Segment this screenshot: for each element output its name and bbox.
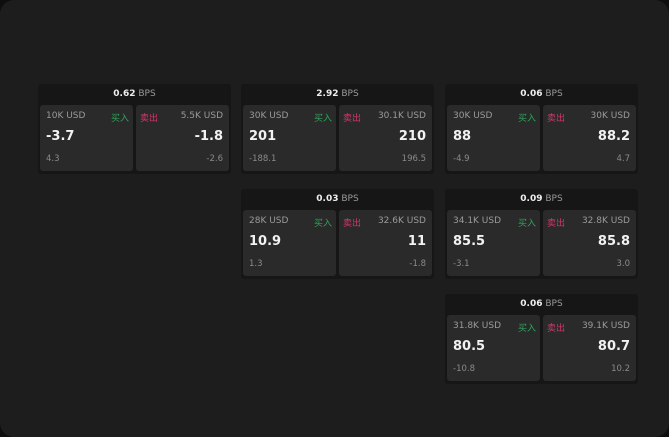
spread-unit: BPS	[545, 89, 563, 99]
sell-size: 32.6K USD	[377, 216, 426, 226]
sell-price: 210	[398, 129, 426, 144]
spread-value: 2.92	[316, 89, 339, 99]
sell-change: 196.5	[401, 154, 426, 164]
buy-price: 80.5	[453, 339, 486, 354]
buy-change: -4.9	[453, 154, 470, 164]
sell-change: -2.6	[206, 154, 223, 164]
sell-size: 5.5K USD	[180, 111, 223, 121]
buy-button[interactable]: 30K USD 买入 88 -4.9	[447, 105, 540, 171]
buy-label: 买入	[110, 114, 129, 124]
spread-header: 0.03 BPS	[241, 189, 434, 210]
buy-size: 28K USD	[249, 216, 289, 226]
sell-price: -1.8	[194, 129, 223, 144]
spread-value: 0.09	[520, 194, 543, 204]
buy-button[interactable]: 28K USD 买入 10.9 1.3	[243, 210, 336, 276]
buy-change: 1.3	[249, 259, 263, 269]
buy-price: 10.9	[249, 234, 282, 249]
spread-header: 2.92 BPS	[241, 84, 434, 105]
sell-size: 32.8K USD	[581, 216, 630, 226]
buy-button[interactable]: 10K USD 买入 -3.7 4.3	[40, 105, 133, 171]
buy-size: 30K USD	[453, 111, 493, 121]
spread-value: 0.06	[520, 299, 543, 309]
sell-change: -1.8	[409, 259, 426, 269]
buy-size: 34.1K USD	[453, 216, 502, 226]
sell-change: 10.2	[611, 364, 630, 374]
sell-price: 85.8	[597, 234, 630, 249]
sell-label: 卖出	[343, 219, 362, 229]
sell-size: 39.1K USD	[581, 321, 630, 331]
sell-label: 卖出	[140, 114, 159, 124]
buy-price: -3.7	[46, 129, 75, 144]
sell-button[interactable]: 32.6K USD 卖出 11 -1.8	[339, 210, 432, 276]
spread-value: 0.62	[113, 89, 136, 99]
sell-label: 卖出	[547, 324, 566, 334]
buy-label: 买入	[313, 219, 332, 229]
quote-panel: 2.92 BPS 30K USD 买入 201 -188.1 30.1K USD…	[241, 84, 434, 174]
buy-price: 88	[453, 129, 472, 144]
buy-button[interactable]: 34.1K USD 买入 85.5 -3.1	[447, 210, 540, 276]
buy-change: -10.8	[453, 364, 475, 374]
buy-size: 30K USD	[249, 111, 289, 121]
quote-panel: 0.62 BPS 10K USD 买入 -3.7 4.3 5.5K USD 卖出…	[38, 84, 231, 174]
sell-change: 3.0	[616, 259, 630, 269]
spread-unit: BPS	[545, 299, 563, 309]
sell-price: 11	[407, 234, 426, 249]
spread-unit: BPS	[138, 89, 156, 99]
buy-size: 10K USD	[46, 111, 86, 121]
buy-label: 买入	[517, 219, 536, 229]
spread-header: 0.06 BPS	[445, 294, 638, 315]
buy-change: 4.3	[46, 154, 60, 164]
buy-price: 201	[249, 129, 277, 144]
buy-change: -3.1	[453, 259, 470, 269]
sell-button[interactable]: 30K USD 卖出 88.2 4.7	[543, 105, 636, 171]
buy-size: 31.8K USD	[453, 321, 502, 331]
buy-button[interactable]: 30K USD 买入 201 -188.1	[243, 105, 336, 171]
sell-label: 卖出	[547, 114, 566, 124]
quote-panel: 0.03 BPS 28K USD 买入 10.9 1.3 32.6K USD 卖…	[241, 189, 434, 279]
sell-button[interactable]: 39.1K USD 卖出 80.7 10.2	[543, 315, 636, 381]
sell-label: 卖出	[343, 114, 362, 124]
spread-value: 0.03	[316, 194, 339, 204]
spread-unit: BPS	[341, 89, 359, 99]
sell-change: 4.7	[616, 154, 630, 164]
spread-header: 0.62 BPS	[38, 84, 231, 105]
quote-panel: 0.06 BPS 31.8K USD 买入 80.5 -10.8 39.1K U…	[445, 294, 638, 384]
sell-button[interactable]: 30.1K USD 卖出 210 196.5	[339, 105, 432, 171]
sell-size: 30K USD	[590, 111, 630, 121]
buy-change: -188.1	[249, 154, 277, 164]
buy-label: 买入	[517, 324, 536, 334]
quote-panel: 0.06 BPS 30K USD 买入 88 -4.9 30K USD 卖出 8…	[445, 84, 638, 174]
spread-header: 0.09 BPS	[445, 189, 638, 210]
buy-label: 买入	[517, 114, 536, 124]
sell-button[interactable]: 32.8K USD 卖出 85.8 3.0	[543, 210, 636, 276]
sell-price: 88.2	[597, 129, 630, 144]
spread-unit: BPS	[341, 194, 359, 204]
sell-label: 卖出	[547, 219, 566, 229]
quote-panel: 0.09 BPS 34.1K USD 买入 85.5 -3.1 32.8K US…	[445, 189, 638, 279]
buy-price: 85.5	[453, 234, 486, 249]
buy-button[interactable]: 31.8K USD 买入 80.5 -10.8	[447, 315, 540, 381]
sell-price: 80.7	[597, 339, 630, 354]
sell-button[interactable]: 5.5K USD 卖出 -1.8 -2.6	[136, 105, 229, 171]
spread-header: 0.06 BPS	[445, 84, 638, 105]
spread-unit: BPS	[545, 194, 563, 204]
buy-label: 买入	[313, 114, 332, 124]
spread-value: 0.06	[520, 89, 543, 99]
sell-size: 30.1K USD	[377, 111, 426, 121]
